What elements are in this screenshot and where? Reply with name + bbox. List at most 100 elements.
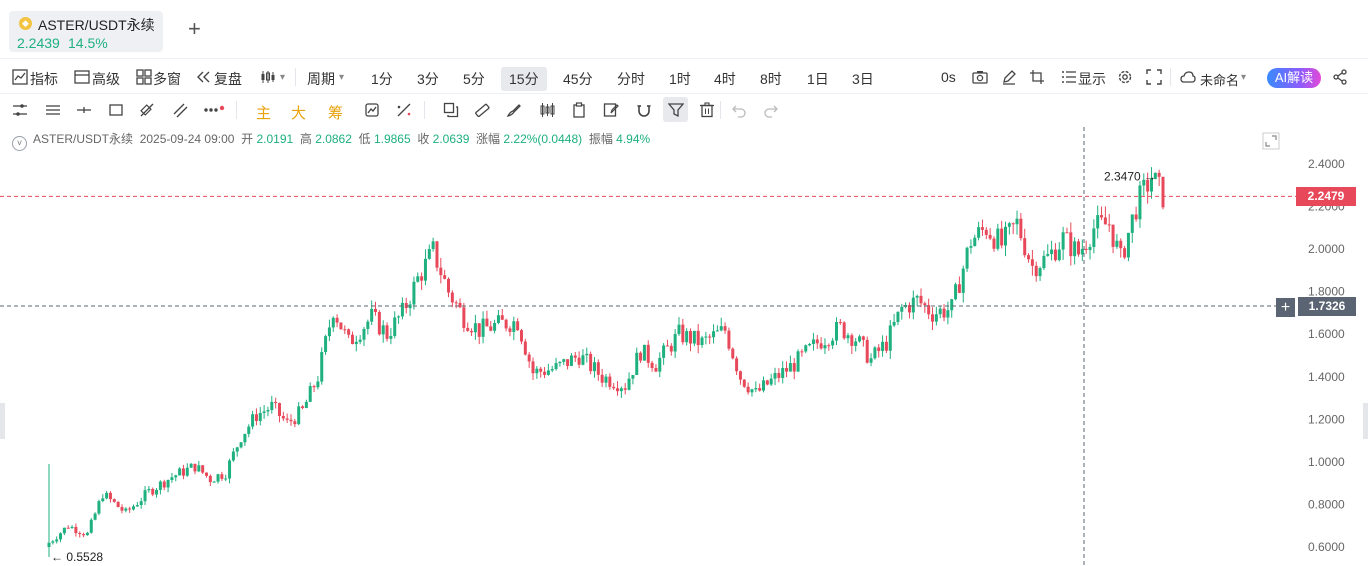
pencil-icon[interactable] xyxy=(1001,69,1017,85)
candlestick-chart[interactable]: 2.40002.20002.00001.80001.60001.40001.20… xyxy=(0,127,1368,566)
camera-icon[interactable] xyxy=(972,69,988,85)
candle-body xyxy=(1103,217,1107,225)
multi-window-icon xyxy=(136,69,152,85)
candle-body xyxy=(412,281,416,305)
filter-button[interactable] xyxy=(663,97,688,122)
candle-body xyxy=(1115,240,1119,247)
candle-body xyxy=(616,388,620,392)
brush-icon[interactable] xyxy=(506,102,522,118)
interval-1m[interactable]: 1分 xyxy=(371,71,393,87)
candle-body xyxy=(700,337,704,346)
y-tick-label: 1.0000 xyxy=(1308,455,1345,469)
candle-body xyxy=(1007,223,1011,227)
interval-5m[interactable]: 5分 xyxy=(463,71,485,87)
crop-icon[interactable] xyxy=(1029,69,1045,85)
more-tools-icon[interactable] xyxy=(203,102,225,118)
candle-body xyxy=(1157,172,1161,177)
candle-body xyxy=(992,238,996,249)
filter-icon xyxy=(668,103,684,118)
ai-interpret-button[interactable]: AI解读 xyxy=(1267,68,1321,88)
candle-body xyxy=(400,302,404,317)
horizontal-lines-icon[interactable] xyxy=(45,102,61,118)
hamburger-lines-icon[interactable] xyxy=(12,102,28,118)
add-alert-plus-icon[interactable]: + xyxy=(1276,298,1295,317)
main-chart-tool[interactable]: 主 xyxy=(256,105,272,122)
candle-body xyxy=(247,426,251,434)
candle-body xyxy=(97,501,101,514)
interval-4h[interactable]: 4时 xyxy=(714,71,736,87)
display-button[interactable]: 显示 xyxy=(1078,71,1106,87)
candle-type-dropdown-icon[interactable]: ▾ xyxy=(280,72,286,83)
candle-body xyxy=(82,534,86,536)
layout-name-dropdown[interactable]: 未命名 xyxy=(1200,73,1240,88)
multi-window-button[interactable]: 多窗 xyxy=(153,71,181,87)
candle-body xyxy=(174,475,178,478)
interval-1h[interactable]: 1时 xyxy=(669,71,691,87)
interval-45m[interactable]: 45分 xyxy=(563,71,593,87)
chips-tool[interactable]: 筹 xyxy=(328,105,344,122)
horizontal-ray-icon[interactable] xyxy=(76,102,92,118)
y-tick-label: 2.4000 xyxy=(1308,157,1345,171)
legend-close: 2.0639 xyxy=(432,132,470,146)
symbol-tab[interactable]: ◆ ASTER/USDT永续 2.2439 14.5% xyxy=(9,11,163,52)
candle-body xyxy=(631,375,635,379)
candle-body xyxy=(485,318,489,327)
candle-body xyxy=(554,363,558,370)
advanced-button[interactable]: 高级 xyxy=(92,71,120,87)
legend-time: 2025-09-24 09:00 xyxy=(139,132,235,146)
legend-close-label: 收 xyxy=(417,132,430,146)
settings-gear-icon[interactable] xyxy=(1117,69,1133,85)
interval-timeline[interactable]: 分时 xyxy=(617,71,645,87)
left-scroll-handle[interactable] xyxy=(0,403,5,439)
copy-icon[interactable] xyxy=(443,102,459,118)
candle-body xyxy=(301,406,305,409)
expand-icon[interactable] xyxy=(1262,132,1280,150)
interval-3m[interactable]: 3分 xyxy=(417,71,439,87)
candle-body xyxy=(320,352,324,382)
candle-body xyxy=(689,331,693,344)
clipboard-icon[interactable] xyxy=(571,102,587,118)
period-dropdown[interactable]: 周期 xyxy=(307,71,335,87)
parallel-channel-icon[interactable] xyxy=(172,102,188,118)
advanced-chart-icon xyxy=(74,70,90,84)
magnet-icon[interactable] xyxy=(636,102,652,118)
ruler-icon[interactable] xyxy=(474,102,490,118)
candle-body xyxy=(147,488,151,491)
interval-8h[interactable]: 8时 xyxy=(760,71,782,87)
legend-high: 2.0862 xyxy=(315,132,352,146)
candle-body xyxy=(324,336,328,353)
measure-icon[interactable] xyxy=(396,102,412,118)
interval-15m[interactable]: 15分 xyxy=(501,67,547,91)
candle-body xyxy=(243,433,247,443)
fullscreen-icon[interactable] xyxy=(1146,69,1162,85)
candle-body xyxy=(158,481,162,490)
candle-body xyxy=(481,318,485,337)
redo-icon[interactable] xyxy=(763,102,779,118)
ohlc-legend: ˅ ASTER/USDT永续 2025-09-24 09:00 开 2.0191 … xyxy=(12,130,650,151)
collapse-chevron-icon[interactable]: ˅ xyxy=(12,136,27,151)
rectangle-icon[interactable] xyxy=(108,102,124,118)
trash-icon[interactable] xyxy=(699,102,715,118)
trendline-icon[interactable] xyxy=(139,102,155,118)
candles-layer xyxy=(47,167,1165,558)
note-edit-icon[interactable] xyxy=(603,102,619,118)
interval-3d[interactable]: 3日 xyxy=(852,71,874,87)
replay-button[interactable]: 复盘 xyxy=(214,71,242,87)
right-scroll-handle[interactable] xyxy=(1363,403,1368,439)
add-tab-button[interactable]: + xyxy=(188,16,201,41)
interval-1d[interactable]: 1日 xyxy=(807,71,829,87)
candle-body xyxy=(443,275,447,279)
auto-chart-icon[interactable] xyxy=(364,102,380,118)
candle-body xyxy=(327,327,331,337)
candle-body xyxy=(1011,223,1015,225)
big-order-tool[interactable]: 大 xyxy=(291,105,307,122)
undo-icon[interactable] xyxy=(731,102,747,118)
candle-body xyxy=(358,339,362,342)
candle-compare-icon[interactable] xyxy=(539,102,555,118)
candle-body xyxy=(1146,179,1150,192)
candle-body xyxy=(827,345,831,347)
candle-body xyxy=(604,376,608,383)
indicators-button[interactable]: 指标 xyxy=(30,71,58,87)
legend-change-label: 涨幅 xyxy=(476,132,501,146)
share-icon[interactable] xyxy=(1332,69,1348,85)
